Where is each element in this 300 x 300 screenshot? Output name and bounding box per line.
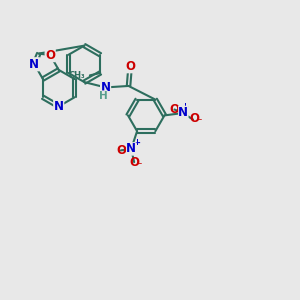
- Text: O: O: [129, 156, 139, 169]
- Text: +: +: [181, 102, 188, 111]
- Text: N: N: [126, 142, 136, 155]
- Text: CH₃: CH₃: [69, 71, 86, 80]
- Text: N: N: [54, 100, 64, 113]
- Text: N: N: [29, 58, 39, 71]
- Text: O: O: [125, 60, 135, 73]
- Text: +: +: [134, 139, 141, 148]
- Text: O: O: [169, 103, 179, 116]
- Text: H: H: [99, 91, 108, 101]
- Text: N: N: [178, 106, 188, 119]
- Text: ⁻: ⁻: [196, 117, 202, 127]
- Text: O: O: [45, 49, 55, 62]
- Text: N: N: [100, 81, 111, 94]
- Text: ⁻: ⁻: [137, 161, 142, 172]
- Text: O: O: [116, 144, 126, 157]
- Text: O: O: [189, 112, 199, 125]
